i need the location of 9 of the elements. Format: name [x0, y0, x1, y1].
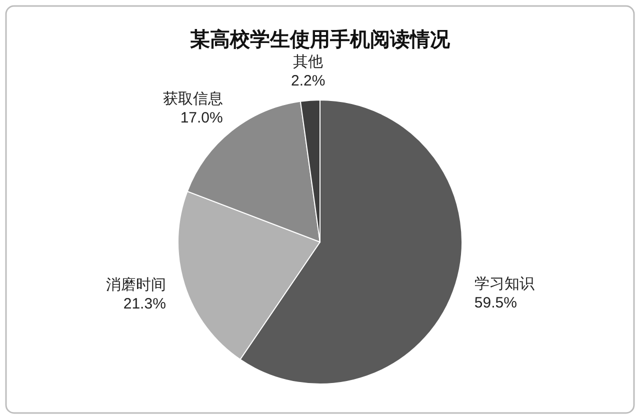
data-label: 21.3%	[123, 296, 166, 313]
slice-label: 消磨时间	[106, 276, 166, 294]
data-label: 17.0%	[180, 109, 223, 126]
slice-label: 学习知识	[474, 276, 534, 293]
chart-title: 某高校学生使用手机阅读情况	[189, 28, 451, 51]
slice-label: 获取信息	[162, 90, 223, 108]
data-label: 59.5%	[474, 294, 517, 312]
data-label: 2.2%	[291, 72, 326, 90]
slice-label: 其他	[293, 53, 324, 70]
